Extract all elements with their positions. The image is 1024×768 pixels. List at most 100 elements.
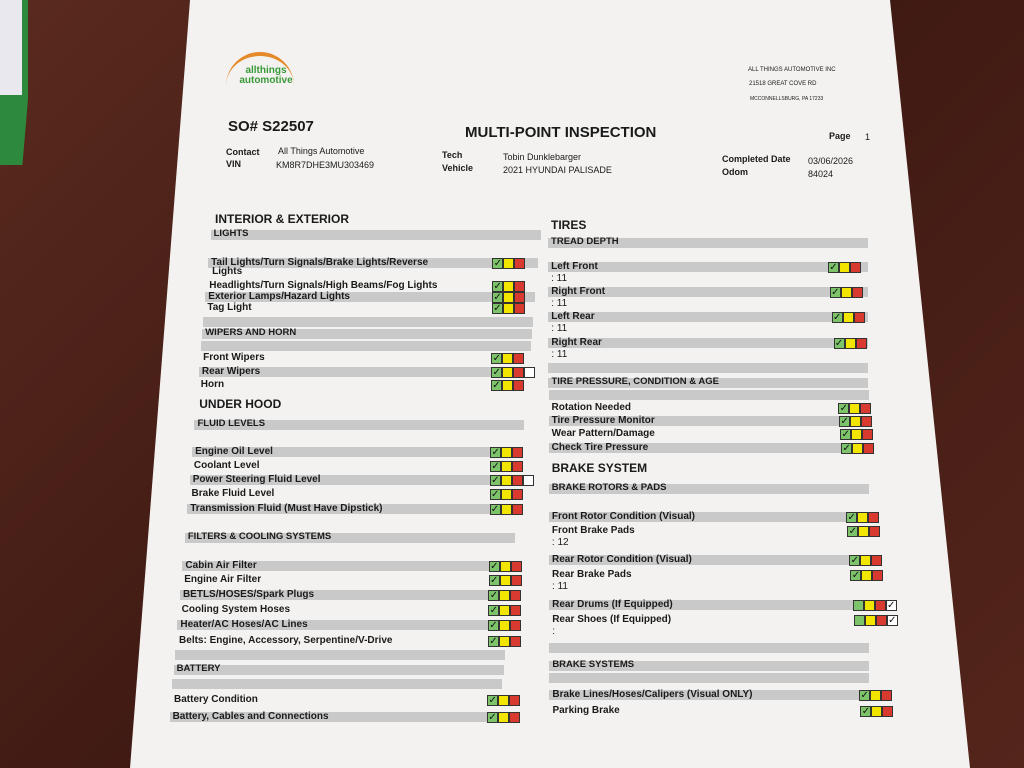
status-pass-box[interactable]: ✓ bbox=[847, 526, 859, 537]
status-attention-box[interactable] bbox=[849, 403, 861, 414]
status-fail-box[interactable] bbox=[875, 615, 887, 626]
status-pass-box[interactable]: ✓ bbox=[490, 447, 502, 458]
status-pass-box[interactable]: ✓ bbox=[839, 416, 851, 427]
status-fail-box[interactable] bbox=[509, 636, 521, 647]
status-boxes[interactable]: ✓ bbox=[841, 443, 875, 454]
status-boxes[interactable]: ✓ bbox=[490, 380, 524, 391]
status-boxes[interactable]: ✓ bbox=[491, 367, 536, 378]
status-pass-box[interactable]: ✓ bbox=[491, 367, 503, 378]
status-pass-box[interactable]: ✓ bbox=[490, 461, 502, 472]
status-boxes[interactable]: ✓ bbox=[487, 695, 521, 706]
status-fail-box[interactable] bbox=[510, 605, 522, 616]
status-attention-box[interactable] bbox=[499, 620, 511, 631]
status-boxes[interactable]: ✓ bbox=[491, 303, 525, 314]
status-boxes[interactable]: ✓ bbox=[829, 287, 863, 298]
status-boxes[interactable]: ✓ bbox=[492, 281, 526, 292]
status-fail-box[interactable] bbox=[511, 504, 523, 515]
status-attention-box[interactable] bbox=[864, 615, 876, 626]
status-pass-box[interactable]: ✓ bbox=[849, 555, 861, 566]
status-na-box[interactable]: ✓ bbox=[886, 615, 898, 626]
status-attention-box[interactable] bbox=[844, 338, 856, 349]
status-boxes[interactable]: ✓ bbox=[828, 262, 861, 273]
status-fail-box[interactable] bbox=[850, 262, 861, 273]
status-na-box[interactable]: ✓ bbox=[885, 600, 897, 611]
status-pass-box[interactable] bbox=[853, 615, 865, 626]
status-attention-box[interactable] bbox=[502, 367, 514, 378]
status-pass-box[interactable]: ✓ bbox=[487, 712, 498, 723]
status-pass-box[interactable]: ✓ bbox=[831, 312, 843, 323]
status-fail-box[interactable] bbox=[872, 570, 884, 581]
status-boxes[interactable]: ✓ bbox=[846, 512, 880, 523]
status-pass-box[interactable]: ✓ bbox=[489, 489, 501, 500]
status-boxes[interactable]: ✓ bbox=[487, 712, 520, 723]
status-pass-box[interactable]: ✓ bbox=[489, 475, 501, 486]
status-attention-box[interactable] bbox=[500, 475, 512, 486]
status-pass-box[interactable]: ✓ bbox=[490, 380, 502, 391]
status-attention-box[interactable] bbox=[502, 303, 514, 314]
status-boxes[interactable]: ✓ bbox=[852, 600, 897, 611]
status-boxes[interactable]: ✓ bbox=[488, 590, 522, 601]
status-boxes[interactable]: ✓ bbox=[831, 312, 865, 323]
status-pass-box[interactable]: ✓ bbox=[492, 292, 504, 303]
status-pass-box[interactable]: ✓ bbox=[488, 575, 500, 586]
status-attention-box[interactable] bbox=[858, 526, 870, 537]
status-fail-box[interactable] bbox=[509, 695, 521, 706]
status-boxes[interactable]: ✓ bbox=[488, 620, 522, 631]
status-attention-box[interactable] bbox=[503, 281, 515, 292]
status-pass-box[interactable]: ✓ bbox=[860, 706, 872, 717]
status-boxes[interactable]: ✓ bbox=[838, 403, 872, 414]
status-boxes[interactable]: ✓ bbox=[489, 489, 523, 500]
status-fail-box[interactable] bbox=[514, 258, 526, 269]
status-fail-box[interactable] bbox=[514, 281, 526, 292]
status-pass-box[interactable]: ✓ bbox=[487, 636, 499, 647]
status-fail-box[interactable] bbox=[874, 600, 886, 611]
status-pass-box[interactable]: ✓ bbox=[492, 281, 504, 292]
status-attention-box[interactable] bbox=[860, 555, 872, 566]
status-boxes[interactable]: ✓ bbox=[492, 292, 526, 303]
status-boxes[interactable]: ✓ bbox=[492, 258, 526, 269]
status-fail-box[interactable] bbox=[853, 312, 865, 323]
status-attention-box[interactable] bbox=[840, 287, 852, 298]
status-boxes[interactable]: ✓ bbox=[847, 526, 881, 537]
status-attention-box[interactable] bbox=[499, 590, 511, 601]
status-na-box[interactable] bbox=[522, 475, 534, 486]
status-pass-box[interactable]: ✓ bbox=[828, 262, 839, 273]
status-fail-box[interactable] bbox=[511, 489, 523, 500]
status-boxes[interactable]: ✓ bbox=[860, 706, 894, 717]
status-boxes[interactable]: ✓ bbox=[853, 615, 898, 626]
status-boxes[interactable]: ✓ bbox=[488, 605, 522, 616]
status-pass-box[interactable]: ✓ bbox=[840, 429, 852, 440]
status-fail-box[interactable] bbox=[851, 287, 863, 298]
status-boxes[interactable]: ✓ bbox=[833, 338, 867, 349]
status-attention-box[interactable] bbox=[498, 695, 510, 706]
status-attention-box[interactable] bbox=[863, 600, 875, 611]
status-attention-box[interactable] bbox=[499, 561, 511, 572]
status-boxes[interactable]: ✓ bbox=[491, 353, 525, 364]
status-attention-box[interactable] bbox=[498, 712, 509, 723]
status-pass-box[interactable]: ✓ bbox=[488, 620, 500, 631]
status-pass-box[interactable]: ✓ bbox=[488, 561, 500, 572]
status-fail-box[interactable] bbox=[512, 447, 524, 458]
status-fail-box[interactable] bbox=[881, 690, 893, 701]
status-attention-box[interactable] bbox=[501, 461, 513, 472]
status-attention-box[interactable] bbox=[850, 416, 862, 427]
status-pass-box[interactable]: ✓ bbox=[491, 353, 503, 364]
status-fail-box[interactable] bbox=[860, 403, 872, 414]
status-fail-box[interactable] bbox=[869, 526, 881, 537]
status-attention-box[interactable] bbox=[503, 258, 515, 269]
status-fail-box[interactable] bbox=[855, 338, 867, 349]
status-boxes[interactable]: ✓ bbox=[488, 575, 522, 586]
status-boxes[interactable]: ✓ bbox=[489, 504, 523, 515]
status-attention-box[interactable] bbox=[870, 690, 882, 701]
status-pass-box[interactable]: ✓ bbox=[488, 605, 500, 616]
status-attention-box[interactable] bbox=[500, 489, 512, 500]
status-pass-box[interactable]: ✓ bbox=[487, 695, 499, 706]
status-pass-box[interactable]: ✓ bbox=[841, 443, 853, 454]
status-fail-box[interactable] bbox=[512, 461, 524, 472]
status-fail-box[interactable] bbox=[882, 706, 894, 717]
status-attention-box[interactable] bbox=[852, 443, 864, 454]
status-pass-box[interactable]: ✓ bbox=[492, 258, 504, 269]
status-attention-box[interactable] bbox=[501, 380, 513, 391]
status-pass-box[interactable]: ✓ bbox=[829, 287, 841, 298]
status-fail-box[interactable] bbox=[510, 590, 522, 601]
